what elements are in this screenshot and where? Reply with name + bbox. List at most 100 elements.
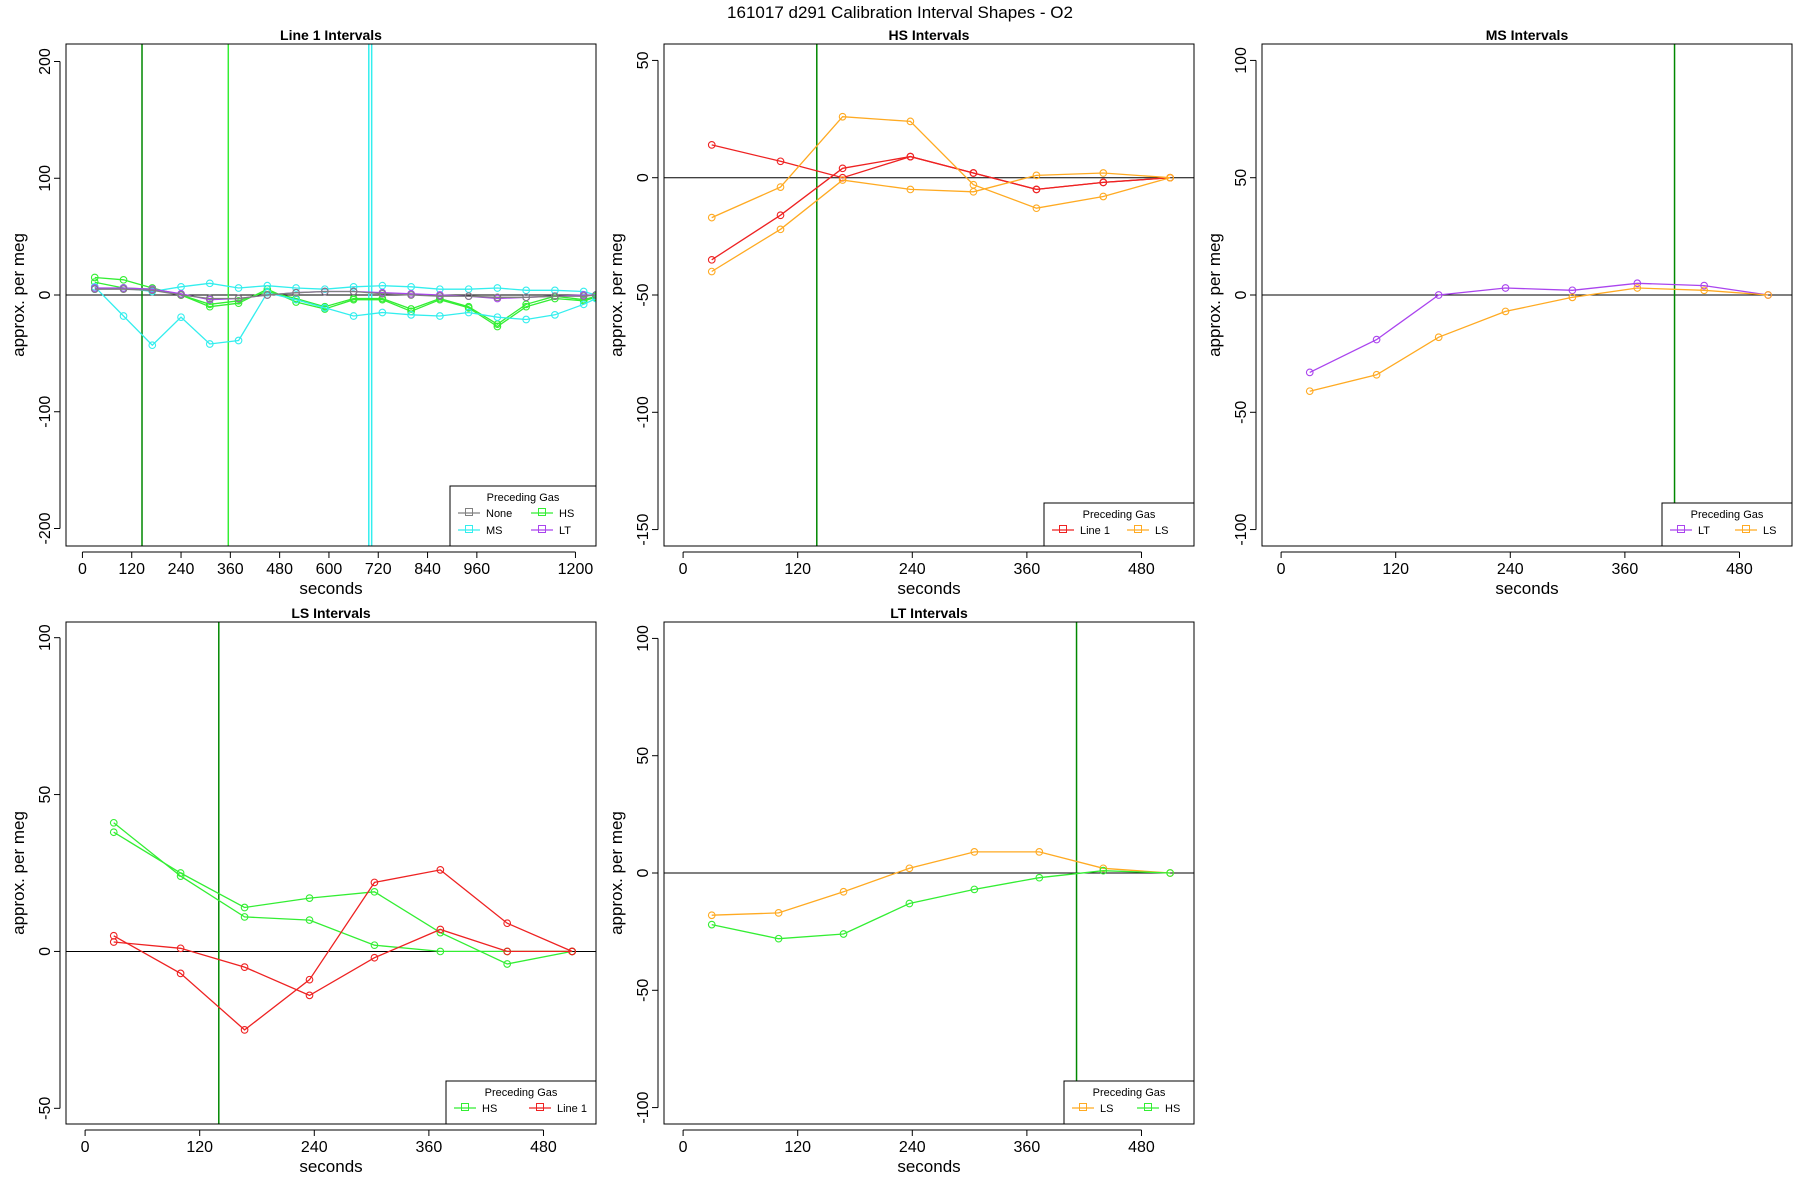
data-point [776,211,785,220]
data-point [522,315,531,324]
y-tick-label: -200 [37,512,54,544]
series-line [113,831,573,965]
data-point [1434,291,1443,299]
data-point [320,285,329,294]
series-line [1309,287,1769,392]
data-point [1305,387,1314,396]
data-point [1633,284,1642,292]
legend: Preceding Gas Line 1 LS [1043,502,1195,547]
data-point [1032,171,1041,180]
data-point [176,869,185,877]
data-point [970,885,979,894]
data-point [905,864,914,873]
data-point [493,322,502,331]
data-point [707,911,716,920]
data-point [263,291,272,299]
data-point [493,313,502,322]
data-point [493,293,502,302]
data-point [776,183,785,191]
series-line [94,286,596,347]
data-point [1305,368,1314,377]
data-point [205,300,214,309]
data-point [970,848,979,856]
legend-title: Preceding Gas [487,492,560,504]
data-point [838,173,847,182]
legend-box [445,1080,597,1125]
y-tick-label: 0 [635,173,652,182]
data-point [1099,866,1108,875]
y-tick-label: 0 [37,947,54,956]
y-axis-label: approx. per meg [607,233,626,357]
data-point [436,925,445,934]
data-point [234,296,243,305]
data-point [522,293,531,302]
data-point [378,294,387,303]
data-point [969,169,978,177]
x-tick-label: 480 [1726,561,1753,578]
legend: Preceding Gas LT LS [1661,502,1793,547]
data-point [503,960,512,968]
chart-title: MS Intervals [1486,27,1569,43]
legend-swatch-marker [538,508,546,516]
data-point [1700,286,1708,295]
plot-data [1262,44,1792,546]
y-tick-label: -100 [37,396,54,428]
data-point [176,969,185,978]
x-tick-label: 0 [81,1139,90,1156]
y-tick-label: -50 [37,1097,54,1120]
data-point [305,916,314,924]
data-point [551,286,559,295]
x-tick-label: 240 [899,561,926,578]
y-tick-label: -100 [635,1091,652,1123]
data-point [1035,873,1044,882]
data-point [839,887,848,896]
data-point [707,255,716,264]
chart-panel-4: LS Intervals 0 120 240 360 480 seconds -50 0 50 10… [9,605,597,1176]
legend-swatch-marker [1742,525,1750,533]
chart-panel-3: MS Intervals 0 120 240 360 480 seconds -100 -50 0… [1205,27,1793,598]
data-point [205,294,214,303]
data-point [1166,869,1174,877]
chart-panel-5: LT Intervals 0 120 240 360 480 seconds -100 -50 0… [607,605,1195,1176]
chart-title: LT Intervals [890,605,968,621]
data-point [407,305,415,313]
data-point [205,279,214,288]
legend-swatch-marker [465,525,473,533]
data-point [370,878,379,887]
y-tick-label: 0 [1233,290,1250,299]
data-point [90,285,99,294]
y-tick-label: -150 [635,513,652,545]
chart-title: HS Intervals [889,27,970,43]
data-point [776,225,785,234]
x-tick-label: 240 [899,1139,926,1156]
data-point [1032,204,1041,213]
y-tick-label: -100 [635,396,652,428]
plot-frame [65,43,597,547]
legend-item-label: LT [1698,525,1710,537]
legend-item-label: LT [559,525,571,537]
x-tick-label: 480 [1128,561,1155,578]
data-point [436,947,445,956]
data-point [119,285,128,294]
data-point [109,938,118,946]
x-tick-label: 120 [118,561,145,578]
y-tick-label: 100 [37,624,54,651]
x-axis-label: seconds [897,1157,960,1176]
data-point [320,287,329,296]
legend-box [449,485,597,547]
x-tick-label: 480 [1128,1139,1155,1156]
data-point [1764,291,1772,299]
plot-frame [65,621,597,1125]
data-point [707,141,716,149]
x-tick-label: 240 [1497,561,1524,578]
data-point [464,292,473,301]
legend-swatch-marker [465,508,473,516]
data-point [1568,293,1577,302]
x-tick-label: 720 [365,561,392,578]
x-tick-label: 120 [784,1139,811,1156]
x-tick-label: 360 [1014,561,1041,578]
data-point [838,112,847,121]
data-point [177,291,185,299]
series-line [113,869,573,1031]
